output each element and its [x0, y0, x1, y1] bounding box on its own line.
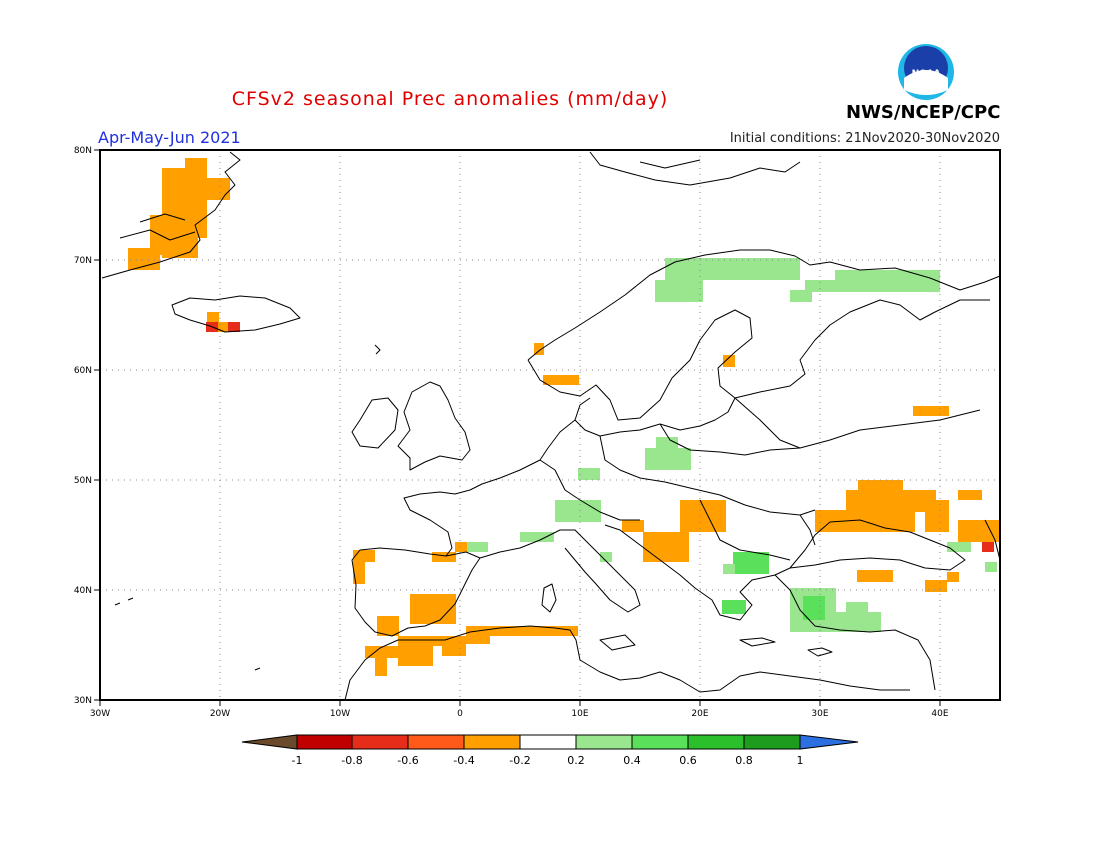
initial-conditions: Initial conditions: 21Nov2020-30Nov2020 — [729, 131, 1000, 146]
colorbar-label: -0.8 — [341, 754, 362, 767]
lon-tick-40e: 40E — [931, 709, 948, 719]
colorbar-label: 0.2 — [567, 754, 585, 767]
lon-tick-20w: 20W — [210, 709, 230, 719]
colorbar-max-arrow — [799, 734, 859, 750]
season-label: Apr-May-Jun 2021 — [98, 128, 241, 147]
lat-tick-30n: 30N — [74, 696, 92, 706]
colorbar-swatch — [743, 734, 801, 750]
lon-tick-20e: 20E — [691, 709, 708, 719]
colorbar-label: -0.4 — [453, 754, 474, 767]
graticule — [100, 150, 1000, 700]
colorbar-swatch — [463, 734, 521, 750]
colorbar-label: -0.2 — [509, 754, 530, 767]
colorbar-swatch — [687, 734, 745, 750]
colorbar-label: 0.8 — [735, 754, 753, 767]
lon-tick-10e: 10E — [571, 709, 588, 719]
colorbar — [241, 734, 859, 750]
lon-tick-0: 0 — [457, 709, 463, 719]
lon-tick-10w: 10W — [330, 709, 350, 719]
lat-tick-50n: 50N — [74, 476, 92, 486]
lat-tick-40n: 40N — [74, 586, 92, 596]
colorbar-swatch — [407, 734, 465, 750]
colorbar-label: 1 — [797, 754, 804, 767]
colorbar-swatch — [631, 734, 689, 750]
colorbar-swatch — [519, 734, 577, 750]
anomaly-cells — [128, 158, 1000, 676]
colorbar-label: -1 — [292, 754, 303, 767]
colorbar-label: 0.6 — [679, 754, 697, 767]
map-title: CFSv2 seasonal Prec anomalies (mm/day) — [231, 88, 669, 110]
lat-tick-60n: 60N — [74, 366, 92, 376]
lat-tick-80n: 80N — [74, 146, 92, 156]
noaa-logo-icon: NOAA — [898, 44, 954, 100]
lon-tick-30w: 30W — [90, 709, 110, 719]
noaa-logo-text: NOAA — [912, 69, 941, 79]
map-frame — [99, 149, 1001, 701]
colorbar-label: 0.4 — [623, 754, 641, 767]
colorbar-swatch — [575, 734, 633, 750]
agency-label: NWS/NCEP/CPC — [846, 102, 1001, 123]
lat-tick-70n: 70N — [74, 256, 92, 266]
colorbar-swatch — [296, 734, 353, 750]
colorbar-label: -0.6 — [397, 754, 418, 767]
colorbar-swatch — [351, 734, 409, 750]
coastlines — [101, 151, 1001, 701]
lon-tick-30e: 30E — [811, 709, 828, 719]
colorbar-min-arrow — [241, 734, 298, 750]
